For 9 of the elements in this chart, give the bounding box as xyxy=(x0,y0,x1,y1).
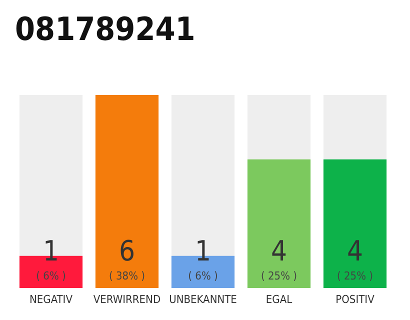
x-tick-label: POSITIV xyxy=(336,293,375,306)
x-tick-label: VERWIRREND xyxy=(93,293,161,306)
x-tick-label: EGAL xyxy=(266,293,293,306)
data-label: 4 ( 25% ) xyxy=(260,234,298,282)
chart-title: 081789241 xyxy=(15,10,196,48)
x-tick-label: NEGATIV xyxy=(30,293,73,306)
data-label: 4 ( 25% ) xyxy=(336,234,374,282)
x-tick-label: UNBEKANNTE xyxy=(169,293,237,306)
data-label: 6 ( 38% ) xyxy=(108,234,146,282)
